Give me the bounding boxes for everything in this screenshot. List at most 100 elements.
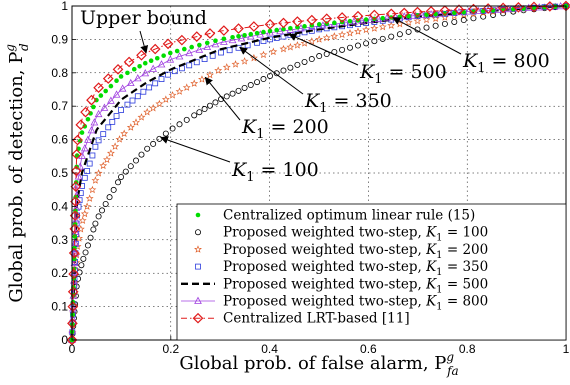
series-marker	[362, 25, 371, 34]
series-marker	[436, 9, 445, 17]
series-marker	[242, 32, 247, 38]
series-marker	[166, 55, 175, 63]
series-marker	[528, 1, 540, 13]
series-marker	[332, 20, 337, 26]
series-marker	[75, 119, 87, 131]
series-marker	[231, 60, 240, 68]
series-marker	[66, 334, 78, 346]
series-marker	[136, 49, 147, 61]
series-marker	[110, 186, 117, 193]
series-marker	[195, 45, 204, 53]
series-marker	[295, 24, 300, 30]
series-marker	[366, 15, 375, 23]
series-marker	[226, 47, 233, 54]
series-marker	[141, 69, 150, 77]
series-marker	[233, 23, 244, 34]
legend-item: Proposed weighted two-step, K1 = 350	[195, 259, 488, 278]
series-marker	[198, 75, 206, 83]
series-marker	[230, 35, 235, 40]
series-marker	[336, 12, 348, 23]
series-marker	[369, 9, 380, 21]
series-marker	[274, 27, 279, 33]
series-marker	[115, 135, 124, 143]
series-marker	[453, 4, 465, 16]
legend-marker	[195, 212, 201, 218]
series-marker	[86, 160, 93, 167]
series-marker	[183, 116, 190, 123]
series-marker	[124, 101, 131, 108]
tick-labels: 0 0.2 0.4 0.6 0.8 1 0 0.1 0.2 0.3 0.4 0.5 0.6 0.7 0.8 0…	[51, 0, 569, 356]
series-marker	[91, 104, 96, 110]
series-marker	[161, 53, 166, 58]
series-marker	[380, 15, 386, 21]
series-marker	[422, 15, 431, 24]
series-marker	[176, 121, 183, 128]
y-tick-label: 0.5	[51, 166, 68, 180]
series-marker	[235, 87, 242, 94]
series-marker	[385, 8, 397, 20]
series-marker	[122, 168, 129, 175]
series-marker	[71, 278, 80, 287]
series-marker	[223, 93, 230, 100]
series-marker	[102, 73, 114, 84]
series-marker	[280, 67, 287, 74]
series-marker	[383, 13, 391, 22]
series-marker	[470, 15, 477, 22]
series-marker	[152, 80, 159, 87]
series-marker	[544, 1, 556, 12]
series-marker	[111, 142, 120, 150]
series-marker	[81, 174, 88, 181]
legend-marker	[195, 263, 201, 270]
series-marker	[246, 32, 255, 40]
series-marker	[120, 129, 129, 137]
series-marker	[92, 143, 99, 150]
series-marker	[84, 168, 91, 174]
series-marker	[182, 46, 187, 52]
series-marker	[70, 258, 79, 267]
series-marker	[113, 113, 120, 120]
series-marker	[89, 152, 96, 159]
series-marker	[338, 30, 347, 39]
series-marker	[186, 62, 193, 69]
series-marker	[86, 94, 97, 106]
series-marker	[84, 242, 91, 249]
y-tick-label: 0.4	[51, 199, 68, 213]
series-marker	[405, 28, 412, 35]
series-marker	[261, 29, 266, 35]
y-tick-label: 0.9	[51, 32, 68, 46]
series-marker	[439, 5, 451, 16]
series-marker	[103, 155, 111, 164]
series-marker	[106, 149, 115, 157]
annotation-arrow	[139, 30, 149, 54]
series-marker	[169, 125, 176, 132]
series-marker	[90, 226, 97, 233]
series-marker	[388, 33, 395, 40]
series-marker	[114, 78, 119, 84]
series-marker	[293, 41, 302, 49]
legend-marker	[194, 245, 202, 253]
legend-box	[176, 203, 567, 341]
series-marker	[176, 34, 188, 46]
series-marker	[72, 134, 83, 146]
series-marker	[354, 27, 362, 35]
series-marker	[142, 60, 148, 66]
series-marker	[78, 216, 87, 224]
series-marker	[95, 213, 102, 220]
series-4	[70, 4, 567, 340]
series-marker	[133, 157, 140, 164]
series-marker	[137, 113, 146, 121]
series-marker	[322, 33, 331, 42]
series-marker	[301, 58, 308, 65]
series-marker	[254, 79, 261, 86]
series-marker	[193, 59, 200, 66]
series-marker	[191, 31, 203, 42]
annotation-label: K1 = 200	[241, 116, 329, 142]
legend-label: Proposed weighted two-step, K1 = 350	[223, 259, 488, 278]
legend: Centralized optimum linear rule (15)Prop…	[176, 203, 567, 341]
series-marker	[94, 169, 103, 177]
series-marker	[118, 84, 127, 92]
annotation-label: K1 = 350	[304, 90, 392, 116]
series-marker	[460, 17, 467, 24]
series-marker	[123, 56, 135, 68]
